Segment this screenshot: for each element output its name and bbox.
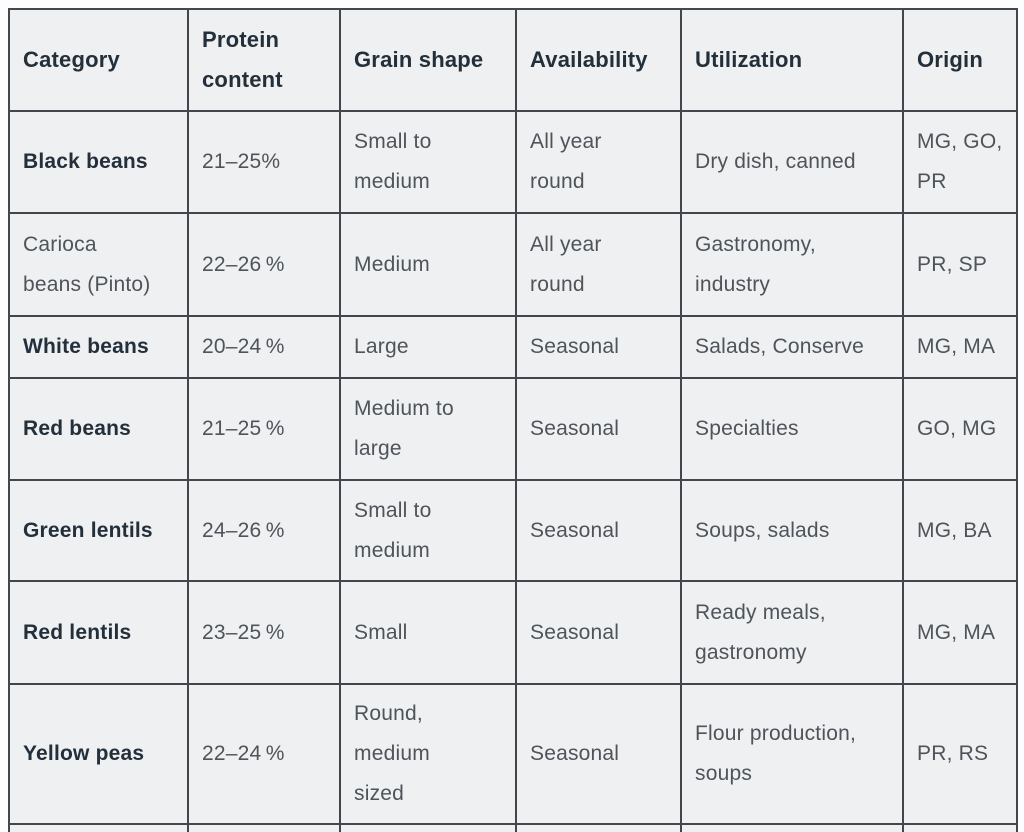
cell-utilization xyxy=(680,823,904,832)
column-header-protein: Protein content xyxy=(187,8,341,112)
cell-protein: 22–26 % xyxy=(187,212,341,317)
table-row: Carioca beans (Pinto) 22–26 % Medium All ye… xyxy=(8,212,1018,317)
table-row: Red lentils 23–25 % Small Seasonal Ready mea… xyxy=(8,580,1018,685)
cell-grain: Medium to large xyxy=(339,377,517,481)
cell-protein: 21–25 % xyxy=(187,377,341,481)
column-header-utilization: Utilization xyxy=(680,8,904,112)
cell-category: Yellow peas xyxy=(8,683,189,825)
table-row: Yellow peas 22–24 % Round, medium sized Sea… xyxy=(8,683,1018,825)
cell-origin: MG, MA xyxy=(902,580,1018,685)
cell-category: Green lentils xyxy=(8,479,189,582)
legume-table: Category Protein content Grain shape Availa… xyxy=(8,8,1018,832)
cell-origin: MG, BA xyxy=(902,479,1018,582)
cell-availability: Seasonal xyxy=(515,580,682,685)
table-row-partial xyxy=(8,823,1018,832)
cell-grain: Medium xyxy=(339,212,517,317)
cell-grain: Small xyxy=(339,580,517,685)
cell-availability: All year round xyxy=(515,110,682,214)
cell-availability: Seasonal xyxy=(515,479,682,582)
cell-utilization: Salads, Conserve xyxy=(680,315,904,379)
column-header-availability: Availability xyxy=(515,8,682,112)
cell-protein: 21–25% xyxy=(187,110,341,214)
cell-utilization: Flour production, soups xyxy=(680,683,904,825)
cell-utilization: Gastronomy, industry xyxy=(680,212,904,317)
cell-availability xyxy=(515,823,682,832)
column-header-category: Category xyxy=(8,8,189,112)
cell-grain: Small to medium xyxy=(339,479,517,582)
table-body: Black beans 21–25% Small to medium All year… xyxy=(8,110,1018,832)
cell-availability: Seasonal xyxy=(515,377,682,481)
column-header-grain: Grain shape xyxy=(339,8,517,112)
cell-grain xyxy=(339,823,517,832)
cell-protein xyxy=(187,823,341,832)
cell-origin: GO, MG xyxy=(902,377,1018,481)
cell-utilization: Soups, salads xyxy=(680,479,904,582)
cell-availability: All year round xyxy=(515,212,682,317)
cell-protein: 22–24 % xyxy=(187,683,341,825)
cell-utilization: Ready meals, gastronomy xyxy=(680,580,904,685)
cell-origin: MG, GO, PR xyxy=(902,110,1018,214)
column-header-origin: Origin xyxy=(902,8,1018,112)
cell-availability: Seasonal xyxy=(515,683,682,825)
cell-grain: Large xyxy=(339,315,517,379)
cell-protein: 24–26 % xyxy=(187,479,341,582)
cell-origin xyxy=(902,823,1018,832)
cell-grain: Small to medium xyxy=(339,110,517,214)
table-row: Black beans 21–25% Small to medium All year… xyxy=(8,110,1018,214)
cell-protein: 23–25 % xyxy=(187,580,341,685)
cell-utilization: Specialties xyxy=(680,377,904,481)
table-row: Green lentils 24–26 % Small to medium Seaso… xyxy=(8,479,1018,582)
header-row: Category Protein content Grain shape Availa… xyxy=(8,8,1018,112)
table-header: Category Protein content Grain shape Availa… xyxy=(8,8,1018,112)
cell-category: Black beans xyxy=(8,110,189,214)
cell-origin: PR, RS xyxy=(902,683,1018,825)
cell-origin: PR, SP xyxy=(902,212,1018,317)
table-row: Red beans 21–25 % Medium to large Seasonal S… xyxy=(8,377,1018,481)
cell-category xyxy=(8,823,189,832)
cell-origin: MG, MA xyxy=(902,315,1018,379)
cell-grain: Round, medium sized xyxy=(339,683,517,825)
cell-category: White beans xyxy=(8,315,189,379)
cell-utilization: Dry dish, canned xyxy=(680,110,904,214)
cell-category: Carioca beans (Pinto) xyxy=(8,212,189,317)
cell-category: Red lentils xyxy=(8,580,189,685)
cell-protein: 20–24 % xyxy=(187,315,341,379)
cell-availability: Seasonal xyxy=(515,315,682,379)
cell-category: Red beans xyxy=(8,377,189,481)
table-row: White beans 20–24 % Large Seasonal Salads, C… xyxy=(8,315,1018,379)
